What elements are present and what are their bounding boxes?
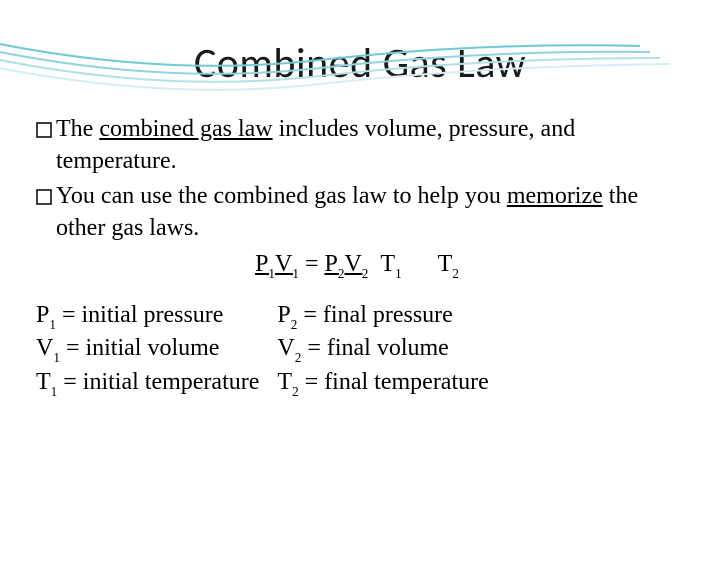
slide-title: Combined Gas Law xyxy=(0,38,720,89)
bullet-icon xyxy=(36,182,52,214)
label: = final pressure xyxy=(297,302,452,328)
sym: V xyxy=(344,251,361,277)
definitions-right-column: P2 = final pressure V2 = final volume T2… xyxy=(277,299,488,400)
sub: 1 xyxy=(268,266,275,281)
sub: 1 xyxy=(51,384,58,399)
definitions-left-column: P1 = initial pressure V1 = initial volum… xyxy=(36,299,259,400)
sym: V xyxy=(36,335,53,361)
sym: P xyxy=(277,302,290,328)
definitions: P1 = initial pressure V1 = initial volum… xyxy=(36,299,684,400)
sub: 2 xyxy=(362,266,369,281)
sym: P xyxy=(36,302,49,328)
sym: V xyxy=(277,335,294,361)
definition-line: P1 = initial pressure xyxy=(36,299,259,333)
formula-numerator-row: P1V1 = P2V2 xyxy=(255,249,368,281)
formula-denominator-row: T1 T2 xyxy=(374,249,465,281)
sub: 1 xyxy=(53,350,60,365)
sub: 2 xyxy=(292,384,299,399)
label: = initial temperature xyxy=(57,369,259,395)
sub: 1 xyxy=(292,266,299,281)
sub: 2 xyxy=(452,266,459,281)
label: = final volume xyxy=(301,335,449,361)
sym: T xyxy=(438,251,453,277)
definition-line: T2 = final temperature xyxy=(277,366,488,400)
label: = initial pressure xyxy=(56,302,224,328)
sym: T xyxy=(36,369,51,395)
sub: 2 xyxy=(338,266,345,281)
formula-left-numerator: P1V1 xyxy=(255,251,299,277)
text: The xyxy=(56,116,99,142)
definition-line: V1 = initial volume xyxy=(36,332,259,366)
underlined-text: combined gas law xyxy=(99,116,272,142)
formula-right-numerator: P2V2 xyxy=(325,251,369,277)
sym: T xyxy=(277,369,292,395)
sub: 2 xyxy=(291,317,298,332)
label: = final temperature xyxy=(299,369,489,395)
label: = initial volume xyxy=(60,335,220,361)
sym: P xyxy=(325,251,338,277)
underlined-text: memorize xyxy=(507,183,603,209)
slide-body: The combined gas law includes volume, pr… xyxy=(0,89,720,399)
bullet-item: The combined gas law includes volume, pr… xyxy=(36,113,684,178)
definition-line: T1 = initial temperature xyxy=(36,366,259,400)
definition-line: P2 = final pressure xyxy=(277,299,488,333)
sub: 1 xyxy=(49,317,56,332)
sym: P xyxy=(255,251,268,277)
bullet-text: The combined gas law includes volume, pr… xyxy=(56,113,684,178)
bullet-item: You can use the combined gas law to help… xyxy=(36,180,684,245)
equals: = xyxy=(299,251,325,277)
sub: 2 xyxy=(295,350,302,365)
bullet-text: You can use the combined gas law to help… xyxy=(56,180,684,245)
bullet-icon xyxy=(36,115,52,147)
sub: 1 xyxy=(395,266,402,281)
sym: T xyxy=(380,251,395,277)
text: You can use the combined gas law to help… xyxy=(56,183,507,209)
sym: V xyxy=(275,251,292,277)
formula: P1V1 = P2V2 T1 T2 xyxy=(36,249,684,281)
definition-line: V2 = final volume xyxy=(277,332,488,366)
